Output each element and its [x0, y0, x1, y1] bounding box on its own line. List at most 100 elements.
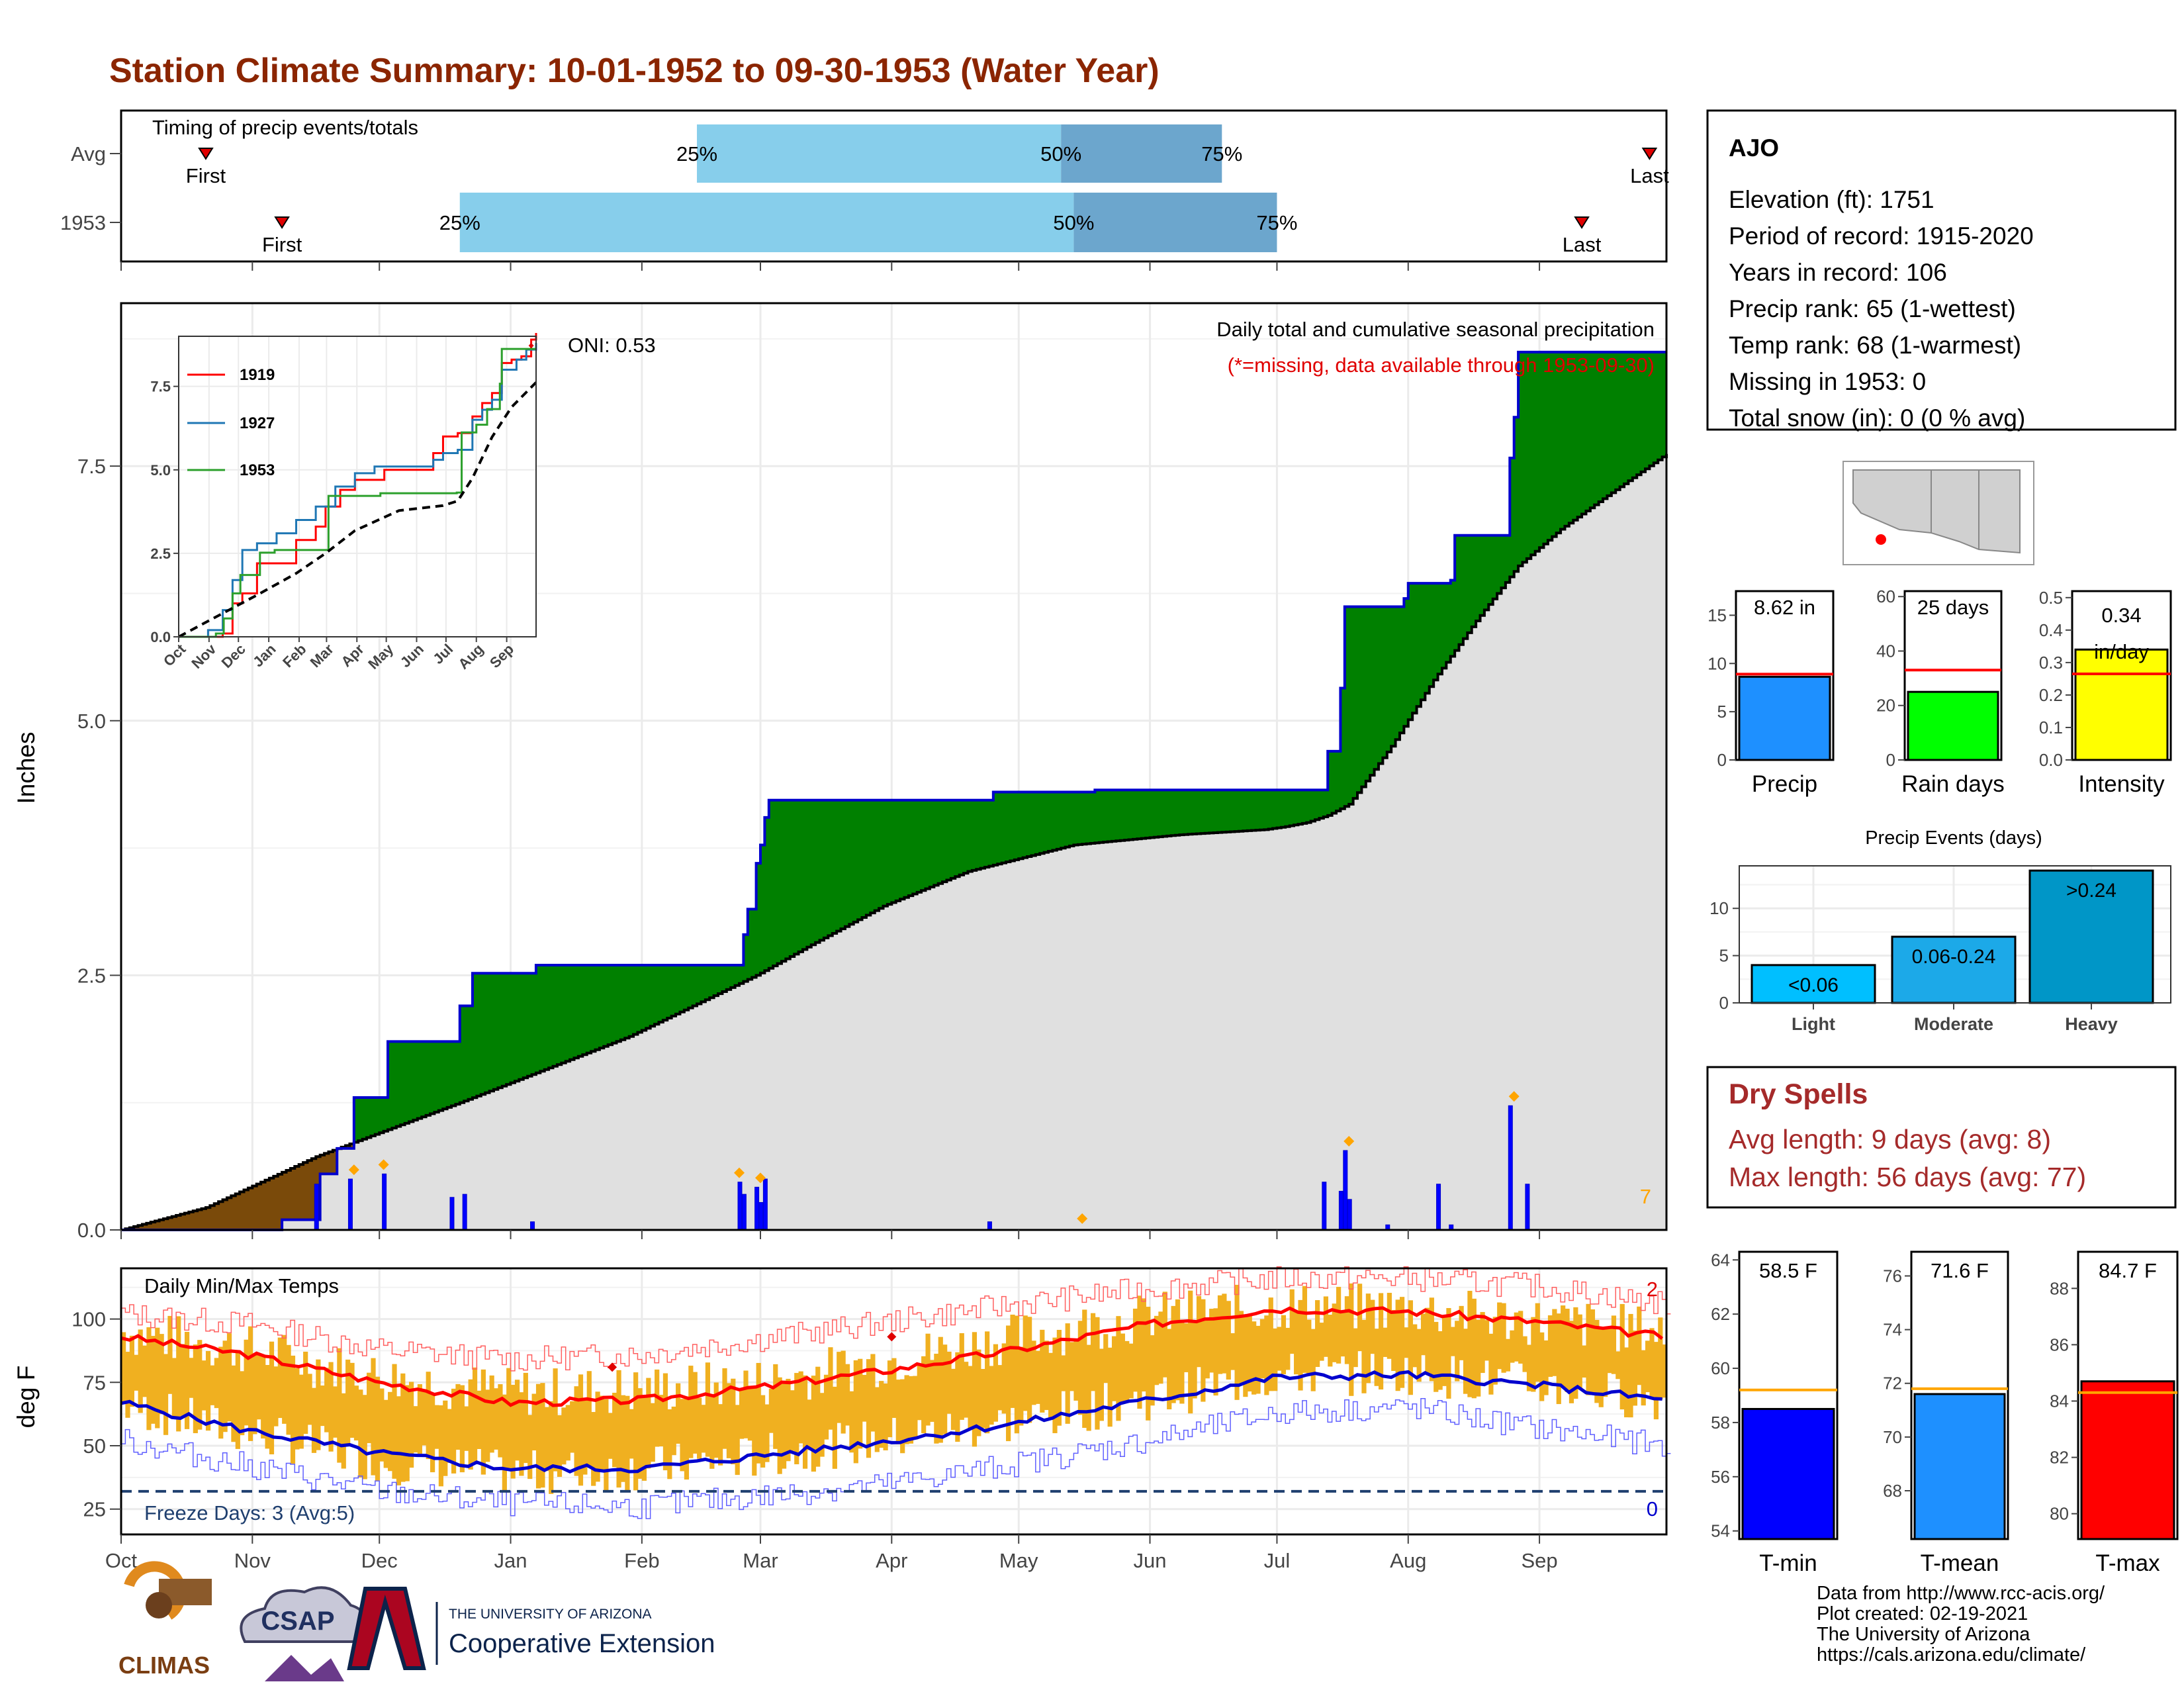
- month-label: Oct: [105, 1549, 138, 1572]
- above-normal-area: [553, 965, 558, 1066]
- daily-temp-bar: [316, 1359, 321, 1450]
- daily-temp-bar: [1429, 1297, 1434, 1382]
- daily-temp-bar: [1547, 1315, 1553, 1377]
- daily-temp-bar: [409, 1382, 414, 1468]
- above-normal-area: [447, 1041, 452, 1107]
- above-normal-area: [1615, 352, 1621, 490]
- daily-temp-bar: [1150, 1335, 1155, 1406]
- daily-temp-bar: [722, 1368, 727, 1449]
- above-normal-area: [1302, 790, 1307, 823]
- temp-bar-tick-label: 82: [2050, 1448, 2069, 1468]
- above-normal-area: [1476, 535, 1481, 621]
- below-normal-area: [298, 1164, 304, 1220]
- daily-temp-bar: [900, 1379, 905, 1454]
- daily-temp-bar: [201, 1360, 206, 1411]
- daily-temp-bar: [1433, 1321, 1439, 1392]
- above-normal-area: [1463, 535, 1468, 639]
- below-normal-area: [256, 1184, 261, 1230]
- daily-temp-bar: [1420, 1313, 1426, 1356]
- above-normal-area: [764, 817, 770, 971]
- above-normal-area: [1543, 352, 1549, 544]
- above-normal-area: [591, 965, 596, 1052]
- daily-temp-bar: [828, 1347, 833, 1430]
- daily-temp-bar: [138, 1329, 143, 1413]
- daily-temp-bar: [625, 1395, 630, 1491]
- daily-temp-bar: [1116, 1316, 1121, 1421]
- daily-temp-bar: [705, 1362, 711, 1457]
- daily-temp-bar: [1365, 1293, 1371, 1383]
- daily-temp-bar: [184, 1331, 190, 1429]
- daily-temp-bar: [1179, 1319, 1185, 1404]
- above-normal-area: [1027, 792, 1032, 857]
- below-normal-area: [324, 1153, 330, 1174]
- above-normal-area: [1539, 352, 1545, 548]
- quartile-bar-50-75: [1073, 193, 1277, 252]
- daily-temp-bar: [697, 1397, 702, 1459]
- above-normal-area: [1641, 352, 1646, 472]
- daily-temp-bar: [1065, 1323, 1070, 1424]
- above-normal-area: [985, 800, 990, 868]
- above-normal-area: [807, 800, 812, 947]
- daily-temp-bar: [1586, 1303, 1591, 1395]
- daily-temp-bar: [1205, 1319, 1210, 1379]
- temp-y-tick-label: 25: [83, 1498, 106, 1521]
- daily-precip-bar: [449, 1197, 455, 1231]
- below-normal-area: [222, 1199, 228, 1230]
- above-normal-area: [1040, 792, 1045, 854]
- daily-temp-bar: [1107, 1347, 1113, 1427]
- daily-temp-bar: [1099, 1348, 1104, 1421]
- daily-temp-bar: [1044, 1340, 1049, 1411]
- daily-temp-bar: [519, 1392, 524, 1476]
- above-normal-area: [608, 965, 613, 1045]
- daily-precip-marker: [734, 1167, 745, 1178]
- daily-temp-bar: [502, 1394, 507, 1493]
- daily-temp-bar: [1637, 1306, 1642, 1385]
- climatology-area: [121, 453, 1666, 1230]
- daily-temp-bar: [375, 1376, 381, 1481]
- above-normal-area: [1582, 352, 1587, 514]
- daily-temp-bar: [1598, 1329, 1604, 1407]
- temp-y-tick-label: 75: [83, 1371, 106, 1394]
- daily-temp-bar: [231, 1365, 236, 1442]
- daily-temp-bar: [426, 1372, 431, 1460]
- daily-temp-bar: [282, 1335, 287, 1424]
- above-normal-area: [637, 965, 643, 1033]
- daily-temp-bar: [341, 1393, 346, 1469]
- above-normal-area: [1429, 583, 1434, 687]
- above-normal-area: [1344, 606, 1349, 807]
- climas-logo-text: CLIMAS: [118, 1652, 210, 1679]
- daily-temp-bar: [430, 1395, 435, 1473]
- above-normal-area: [1395, 606, 1400, 740]
- below-normal-area: [167, 1217, 173, 1230]
- daily-temp-bar: [540, 1383, 545, 1488]
- events-bar-label: 0.06-0.24: [1912, 946, 1996, 968]
- above-normal-area: [574, 965, 579, 1058]
- daily-temp-bar: [1154, 1315, 1160, 1385]
- daily-temp-bar: [1023, 1315, 1028, 1411]
- above-normal-area: [527, 973, 533, 1076]
- avg-tmax-line: [120, 1306, 1664, 1407]
- above-normal-area: [908, 800, 913, 896]
- daily-temp-bar: [688, 1366, 694, 1458]
- temp-bar-tick-label: 58: [1711, 1413, 1730, 1432]
- above-normal-area: [900, 800, 905, 900]
- daily-temp-bar: [1641, 1350, 1646, 1406]
- above-normal-area: [565, 965, 570, 1062]
- daily-temp-bar: [1162, 1291, 1167, 1378]
- daily-temp-bar: [1247, 1315, 1252, 1392]
- below-normal-area: [273, 1176, 279, 1230]
- above-normal-area: [1222, 790, 1227, 833]
- events-border: [1739, 865, 2171, 1004]
- daily-temp-bar: [451, 1388, 457, 1474]
- daily-temp-bar: [1510, 1330, 1515, 1363]
- daily-temp-bar: [739, 1389, 745, 1439]
- quartile-75-label: 75%: [1256, 211, 1297, 234]
- above-normal-area: [1492, 535, 1498, 599]
- above-normal-area: [1298, 790, 1303, 825]
- daily-temp-bar: [1328, 1315, 1333, 1367]
- mini-bar-tick-label: 0: [1886, 750, 1895, 770]
- daily-temp-bar: [1561, 1305, 1566, 1388]
- daily-temp-bar: [240, 1371, 245, 1436]
- above-normal-area: [1383, 606, 1388, 758]
- daily-temp-bar: [1425, 1307, 1430, 1374]
